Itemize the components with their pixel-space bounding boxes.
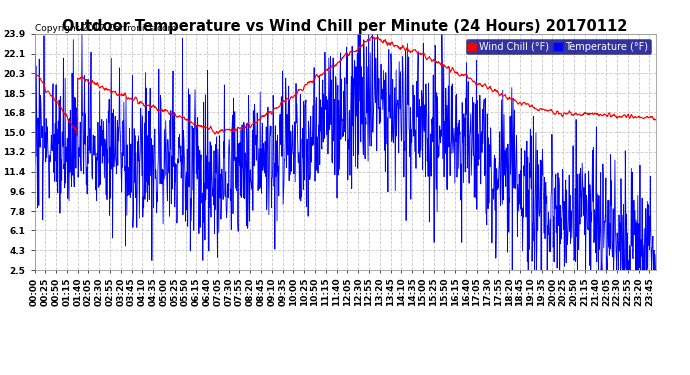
Title: Outdoor Temperature vs Wind Chill per Minute (24 Hours) 20170112: Outdoor Temperature vs Wind Chill per Mi… (62, 19, 628, 34)
Text: Copyright 2017 Cartronics.com: Copyright 2017 Cartronics.com (35, 24, 177, 33)
Legend: Wind Chill (°F), Temperature (°F): Wind Chill (°F), Temperature (°F) (466, 39, 651, 54)
